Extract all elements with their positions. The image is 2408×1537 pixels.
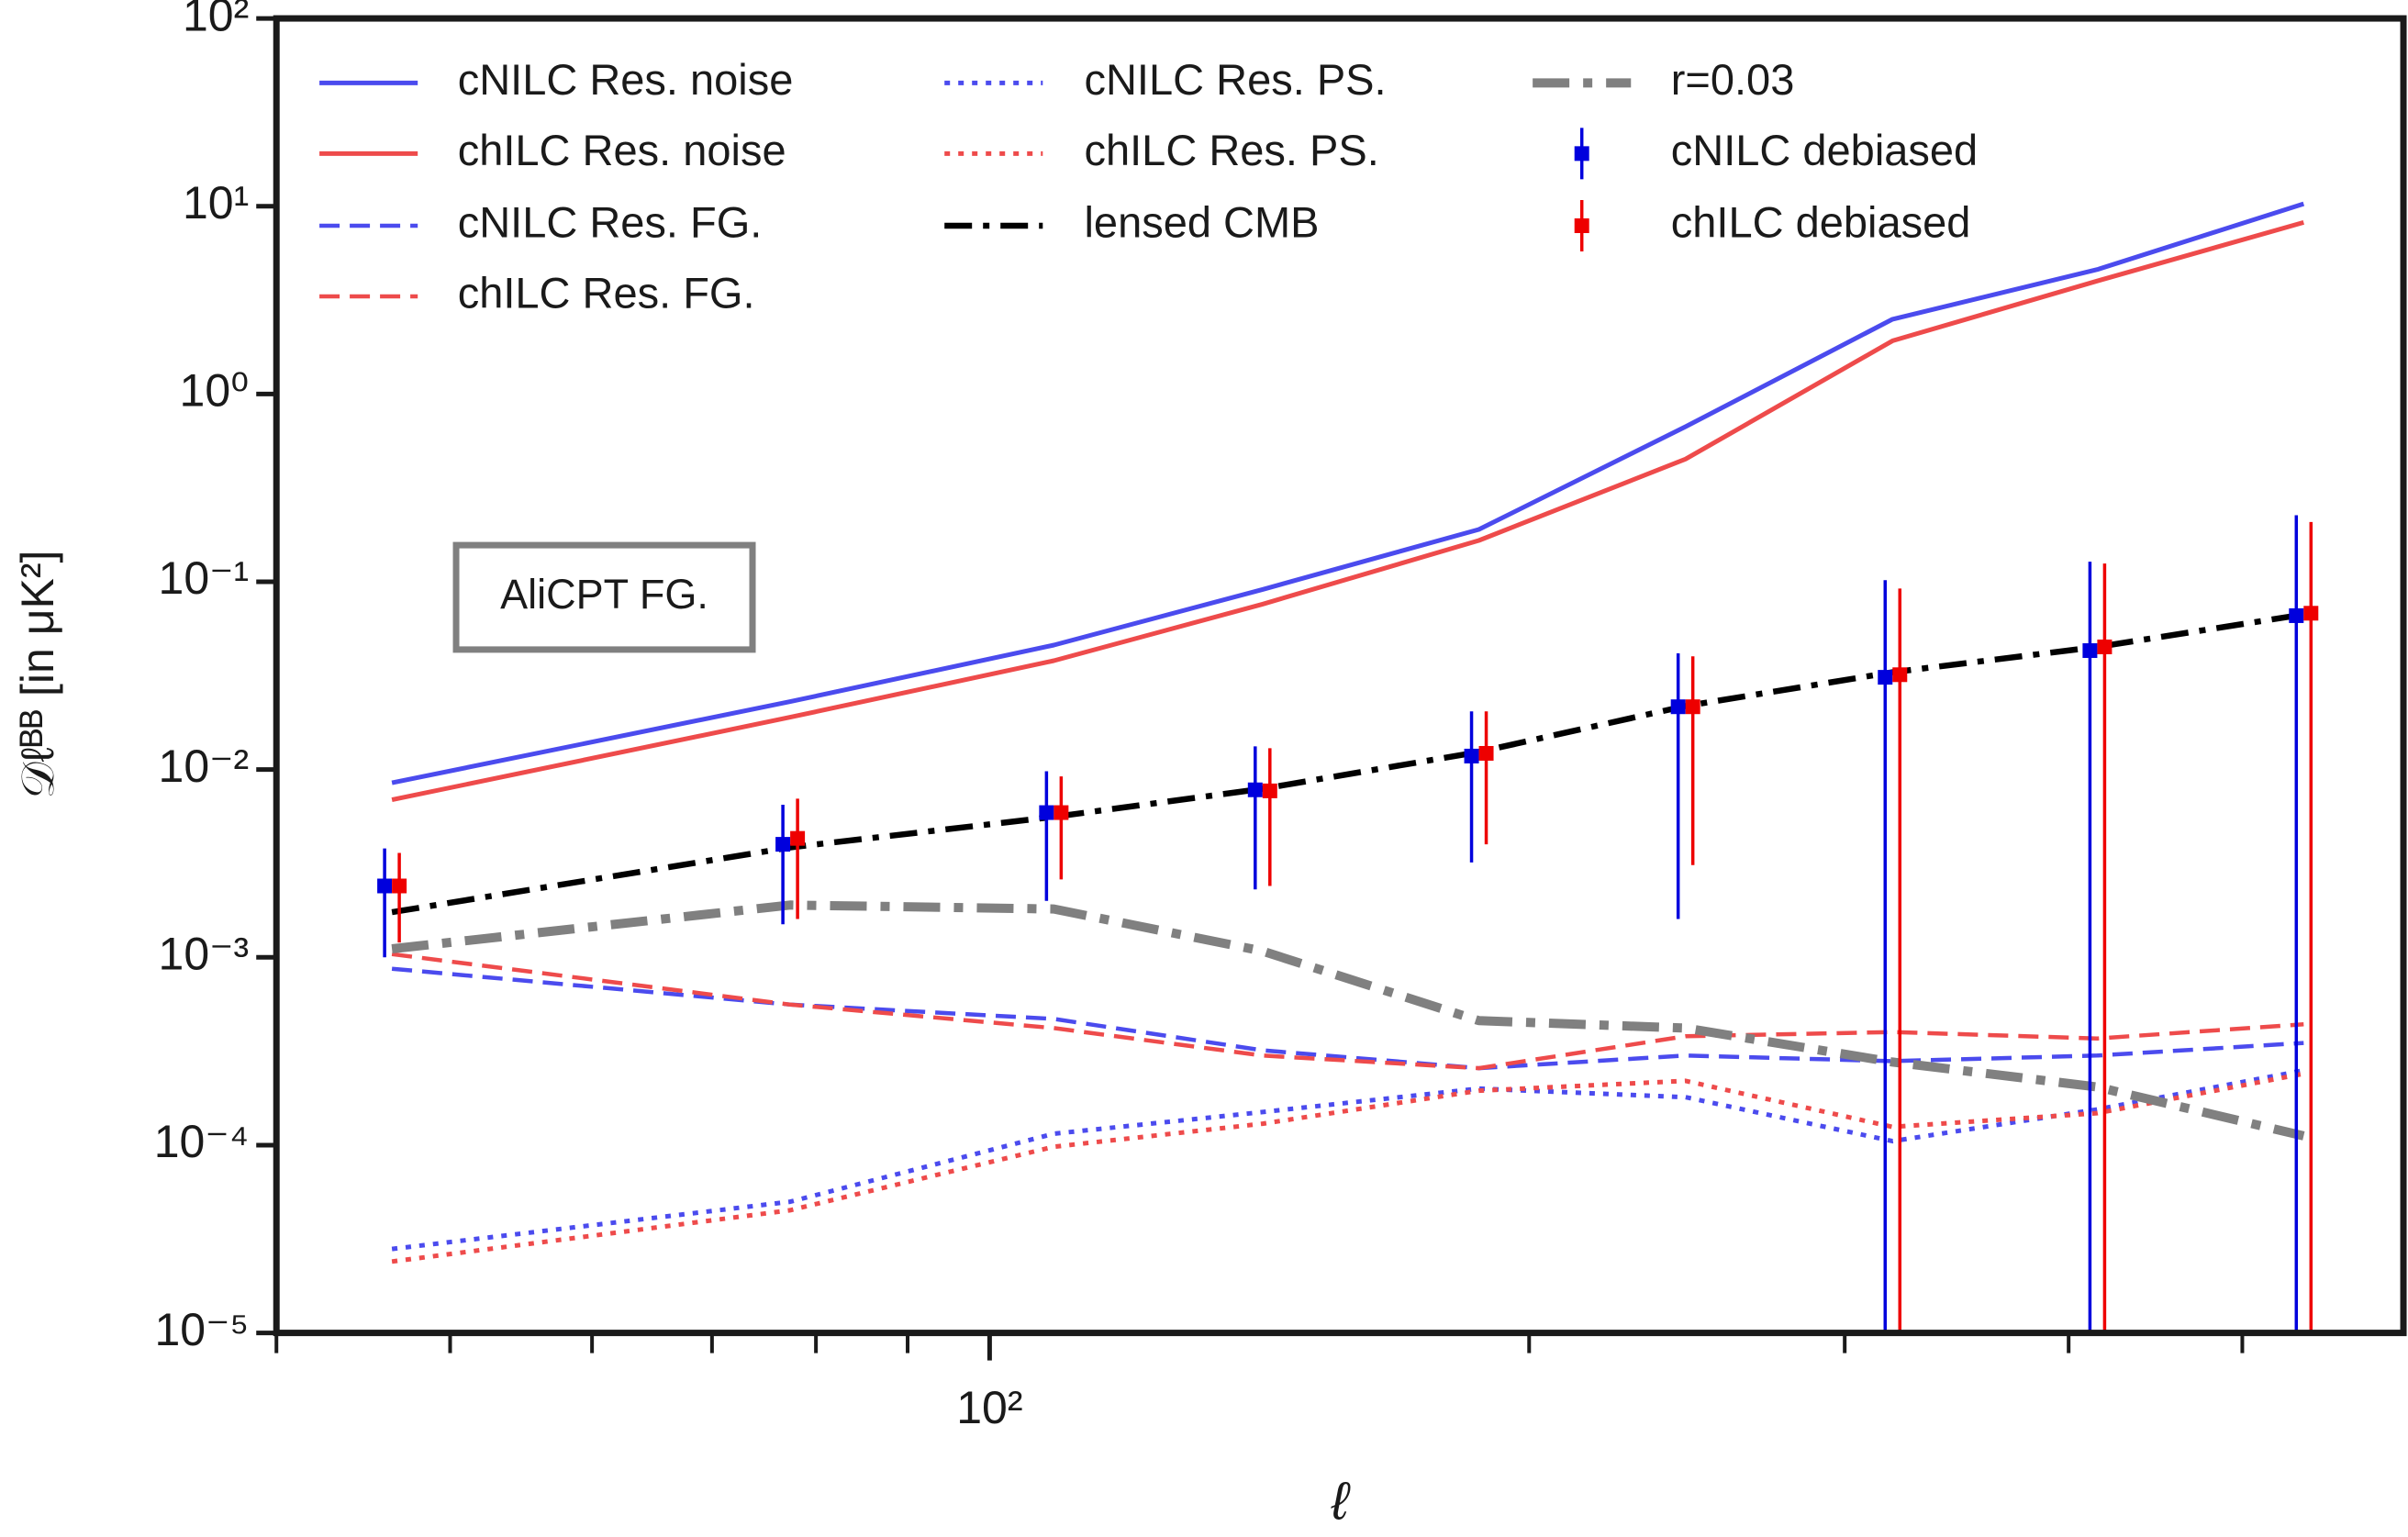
legend-label: chILC debiased: [1671, 197, 1971, 246]
y-tick-label: 10⁰: [180, 365, 250, 417]
data-point: [1478, 745, 1494, 761]
legend-label: lensed CMB: [1084, 197, 1319, 246]
data-point: [1247, 782, 1263, 797]
series-line: [391, 201, 2305, 785]
series-line: [391, 900, 2305, 1141]
series-line: [391, 1068, 2304, 1252]
legend-label: chILC Res. noise: [458, 126, 786, 174]
data-point: [1054, 805, 1069, 820]
y-tick-label: 10²: [183, 0, 249, 40]
data-point: [2082, 643, 2098, 659]
x-tick-label: 10²: [956, 1382, 1022, 1433]
annotation: AliCPT FG.: [500, 571, 708, 618]
data-point: [1464, 748, 1479, 763]
legend-label: cNILC debiased: [1671, 126, 1978, 174]
series-line: [391, 966, 2304, 1071]
legend-label: cNILC Res. PS.: [1084, 55, 1386, 104]
series-line: [391, 611, 2304, 916]
y-tick-label: 10⁻²: [159, 741, 250, 792]
data-point: [790, 830, 806, 846]
data-point: [1039, 805, 1054, 820]
data-point: [1685, 699, 1700, 715]
y-tick-label: 10⁻⁵: [154, 1304, 249, 1355]
series-line: [391, 952, 2304, 1071]
data-point: [1892, 667, 1908, 683]
data-point: [2097, 639, 2113, 654]
legend-label: chILC Res. PS.: [1084, 126, 1378, 174]
data-point: [377, 878, 393, 894]
legend-label: cNILC Res. FG.: [458, 197, 763, 246]
data-point: [1670, 699, 1686, 715]
data-point: [2289, 607, 2304, 623]
legend-label: cNILC Res. noise: [458, 55, 794, 104]
series-line: [391, 1071, 2304, 1264]
y-tick-label: 10⁻⁴: [154, 1116, 250, 1167]
data-point: [1262, 783, 1277, 798]
data-point: [2303, 606, 2319, 621]
legend-marker: [1574, 218, 1589, 234]
plot-frame: [273, 15, 2407, 1337]
legend-marker: [1574, 146, 1589, 161]
data-point: [1878, 670, 1893, 685]
series-line: [391, 219, 2304, 803]
y-tick-label: 10⁻¹: [159, 552, 250, 604]
annotation-box: [452, 541, 756, 653]
y-tick-label: 10⁻³: [159, 929, 250, 980]
y-axis-label: 𝒟ℓᴮᴮ [in μK²]: [12, 551, 63, 799]
legend-label: chILC Res. FG.: [458, 268, 755, 317]
data-point: [775, 837, 791, 852]
y-tick-label: 10¹: [183, 177, 249, 228]
legend-label: r=0.03: [1671, 55, 1795, 104]
data-point: [392, 878, 407, 894]
x-axis-label: ℓ: [1331, 1471, 1351, 1531]
